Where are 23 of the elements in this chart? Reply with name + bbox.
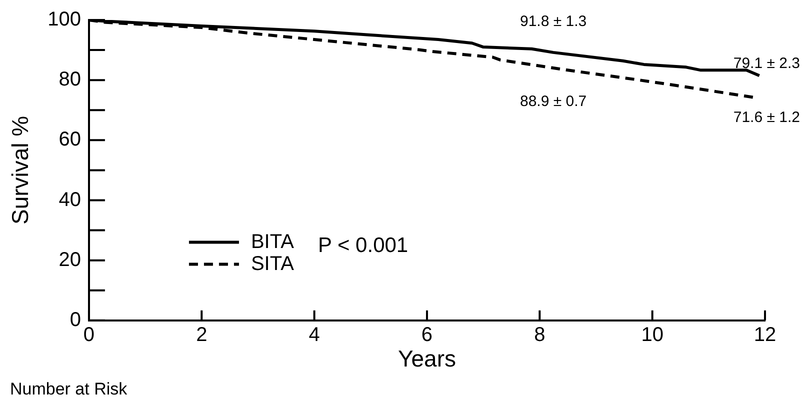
y-tick-label: 20 — [58, 248, 81, 271]
annotation: 71.6 ± 1.2 — [733, 109, 800, 126]
text: Number at Risk — [10, 380, 128, 399]
x-tick-label: 8 — [534, 324, 546, 346]
x-tick-label: 10 — [641, 324, 664, 346]
y-tick-label: 100 — [48, 8, 81, 31]
y-tick-label: 40 — [58, 188, 81, 211]
x-tick-label: 0 — [83, 324, 95, 346]
x-tick-label: 12 — [754, 324, 776, 346]
annotation: 88.9 ± 0.7 — [520, 93, 587, 110]
x-axis-title: Years — [398, 346, 456, 372]
legend-label: SITA — [250, 252, 295, 275]
y-tick-label: 80 — [58, 68, 81, 91]
y-tick-label: 60 — [58, 128, 81, 151]
x-tick-label: 2 — [196, 324, 208, 346]
x-tick-label: 4 — [308, 324, 320, 346]
y-axis-title: Survival % — [7, 116, 34, 225]
legend-label: BITA — [250, 230, 295, 253]
x-tick-label: 6 — [421, 324, 433, 346]
annotation: 79.1 ± 2.3 — [733, 55, 800, 72]
annotation: P < 0.001 — [318, 234, 408, 257]
annotation: 91.8 ± 1.3 — [520, 13, 587, 30]
y-tick-label: 0 — [70, 308, 81, 331]
